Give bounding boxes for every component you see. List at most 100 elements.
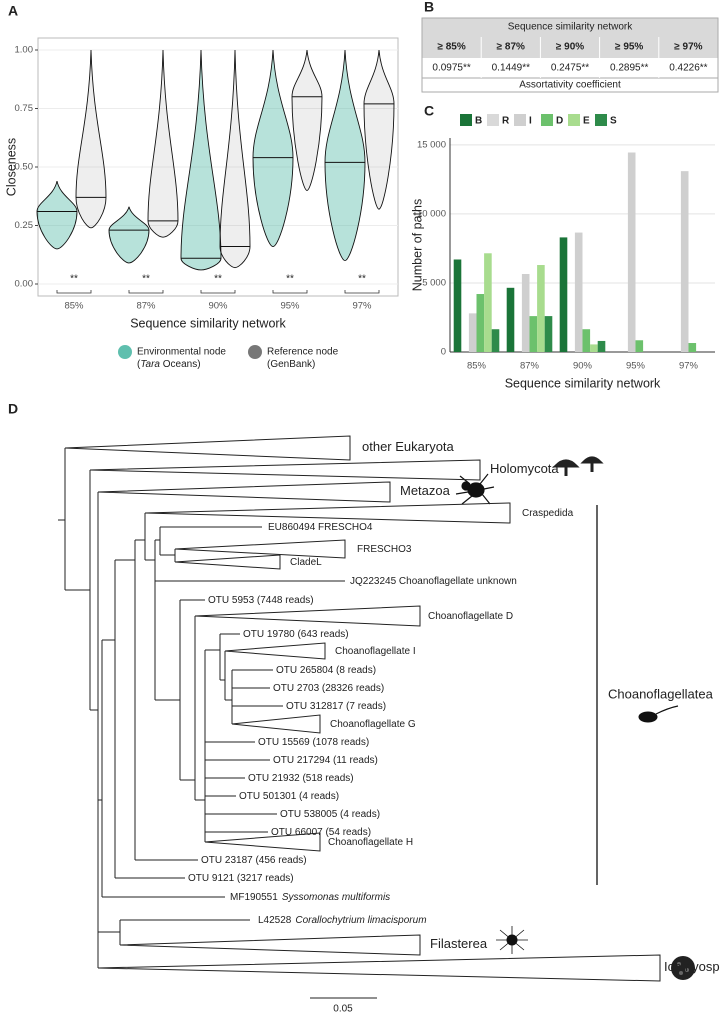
bar — [521, 273, 530, 352]
leaf-label: OTU 312817 (7 reads) — [286, 701, 386, 712]
legend-source: (GenBank) — [267, 359, 315, 370]
bar — [484, 253, 492, 352]
violin — [108, 206, 150, 264]
icon-spider — [455, 473, 495, 505]
significance: ** — [358, 274, 366, 285]
leaf-name: Ichthyosporea — [664, 959, 720, 974]
collapsed-clade — [97, 954, 661, 982]
leaf-name: OTU 2703 (28326 reads) — [273, 683, 384, 694]
legend-swatch — [568, 114, 580, 126]
leaf-name: Metazoa — [400, 483, 451, 498]
bar — [529, 316, 538, 352]
panel-label: C — [424, 103, 434, 119]
collapsed-clade — [119, 934, 421, 956]
leaf-name: Filasterea — [430, 936, 488, 951]
leaf-species: Syssomonas multiformis — [282, 892, 390, 903]
leaf-label: Choanoflagellate I — [335, 646, 416, 657]
table-header: ≥ 90% — [556, 42, 584, 53]
y-tick-label: 0.75 — [15, 103, 34, 114]
collapsed-clade — [174, 539, 346, 559]
leaf-label: Ichthyosporea — [664, 959, 720, 974]
leaf-label: Holomycota — [490, 461, 559, 476]
legend-swatch — [248, 345, 262, 359]
legend-label: D — [556, 116, 563, 127]
violin — [291, 49, 323, 191]
table-header: ≥ 97% — [674, 42, 702, 53]
leaf-name: Choanoflagellate H — [328, 837, 413, 848]
leaf-label: Craspedida — [522, 508, 574, 519]
icon-mushrooms — [552, 456, 604, 476]
legend-source-part: Oceans) — [160, 359, 201, 370]
table-cell: 0.2475** — [551, 63, 589, 74]
bracket — [272, 290, 308, 294]
violin — [324, 49, 366, 262]
leaf-label: Metazoa — [400, 483, 451, 498]
leaf-label: OTU 23187 (456 reads) — [201, 855, 307, 866]
x-tick-label: 95% — [626, 361, 646, 372]
leaf-label: FRESCHO3 — [357, 544, 412, 555]
leaf-name: OTU 265804 (8 reads) — [276, 665, 376, 676]
leaf-label: L42528 Corallochytrium limacisporum — [258, 915, 427, 926]
legend-source-part: Tara — [140, 359, 160, 370]
significance: ** — [214, 274, 222, 285]
leaf-label: Choanoflagellate D — [428, 611, 513, 622]
table-caption: Assortativity coefficient — [519, 80, 621, 91]
table-title: Sequence similarity network — [508, 22, 633, 33]
x-tick-label: 87% — [136, 301, 156, 312]
leaf-name: OTU 217294 (11 reads) — [273, 755, 378, 766]
legend-swatch — [487, 114, 499, 126]
leaf-name: FRESCHO3 — [357, 544, 412, 555]
collapsed-clade — [194, 605, 421, 627]
leaf-name: OTU 5953 (7448 reads) — [208, 595, 314, 606]
table-cell: 0.2895** — [610, 63, 648, 74]
y-tick-label: 1.00 — [15, 45, 34, 56]
bar — [574, 232, 583, 352]
bar — [680, 171, 689, 352]
table-cell: 0.4226** — [669, 63, 707, 74]
violin — [36, 180, 78, 250]
significance: ** — [142, 274, 150, 285]
y-tick-label: 10 000 — [417, 208, 446, 219]
collapsed-clade — [97, 481, 391, 503]
leaf-label: OTU 19780 (643 reads) — [243, 629, 349, 640]
bracket — [344, 290, 380, 294]
bar — [559, 237, 568, 352]
violin — [363, 49, 395, 210]
y-tick-label: 5 000 — [422, 277, 446, 288]
legend-source: (Tara Oceans) — [137, 359, 201, 370]
bar — [491, 329, 500, 352]
x-tick-label: 90% — [573, 361, 593, 372]
bar — [635, 340, 644, 352]
leaf-label: OTU 538005 (4 reads) — [280, 809, 380, 820]
bar — [468, 313, 477, 352]
leaf-label: OTU 21932 (518 reads) — [248, 773, 354, 784]
significance: ** — [70, 274, 78, 285]
leaf-label: OTU 265804 (8 reads) — [276, 665, 376, 676]
x-tick-label: 97% — [352, 301, 372, 312]
icon-ichthyosporea — [671, 956, 695, 980]
y-axis-title: Closeness — [4, 138, 18, 196]
x-tick-label: 95% — [280, 301, 300, 312]
leaf-name: other Eukaryota — [362, 439, 455, 454]
scale-label: 0.05 — [333, 1004, 353, 1015]
leaf-name: Holomycota — [490, 461, 559, 476]
leaf-label: OTU 501301 (4 reads) — [239, 791, 339, 802]
collapsed-clade — [174, 554, 281, 570]
violin — [75, 49, 107, 229]
leaf-label: OTU 5953 (7448 reads) — [208, 595, 314, 606]
legend-swatch — [595, 114, 607, 126]
bar — [597, 340, 606, 352]
tree — [58, 435, 661, 982]
collapsed-clade — [204, 832, 321, 852]
table-header: ≥ 95% — [615, 42, 643, 53]
collapsed-clade — [231, 714, 321, 734]
y-axis-title: Number of paths — [410, 199, 424, 291]
leaf-label: OTU 217294 (11 reads) — [273, 755, 378, 766]
violin — [219, 49, 251, 269]
legend-swatch — [541, 114, 553, 126]
panel-label: D — [8, 401, 18, 417]
bracket — [56, 290, 92, 294]
y-tick-label: 0.00 — [15, 279, 34, 290]
leaf-label: EU860494 FRESCHO4 — [268, 522, 373, 533]
panel-label: B — [424, 0, 434, 15]
